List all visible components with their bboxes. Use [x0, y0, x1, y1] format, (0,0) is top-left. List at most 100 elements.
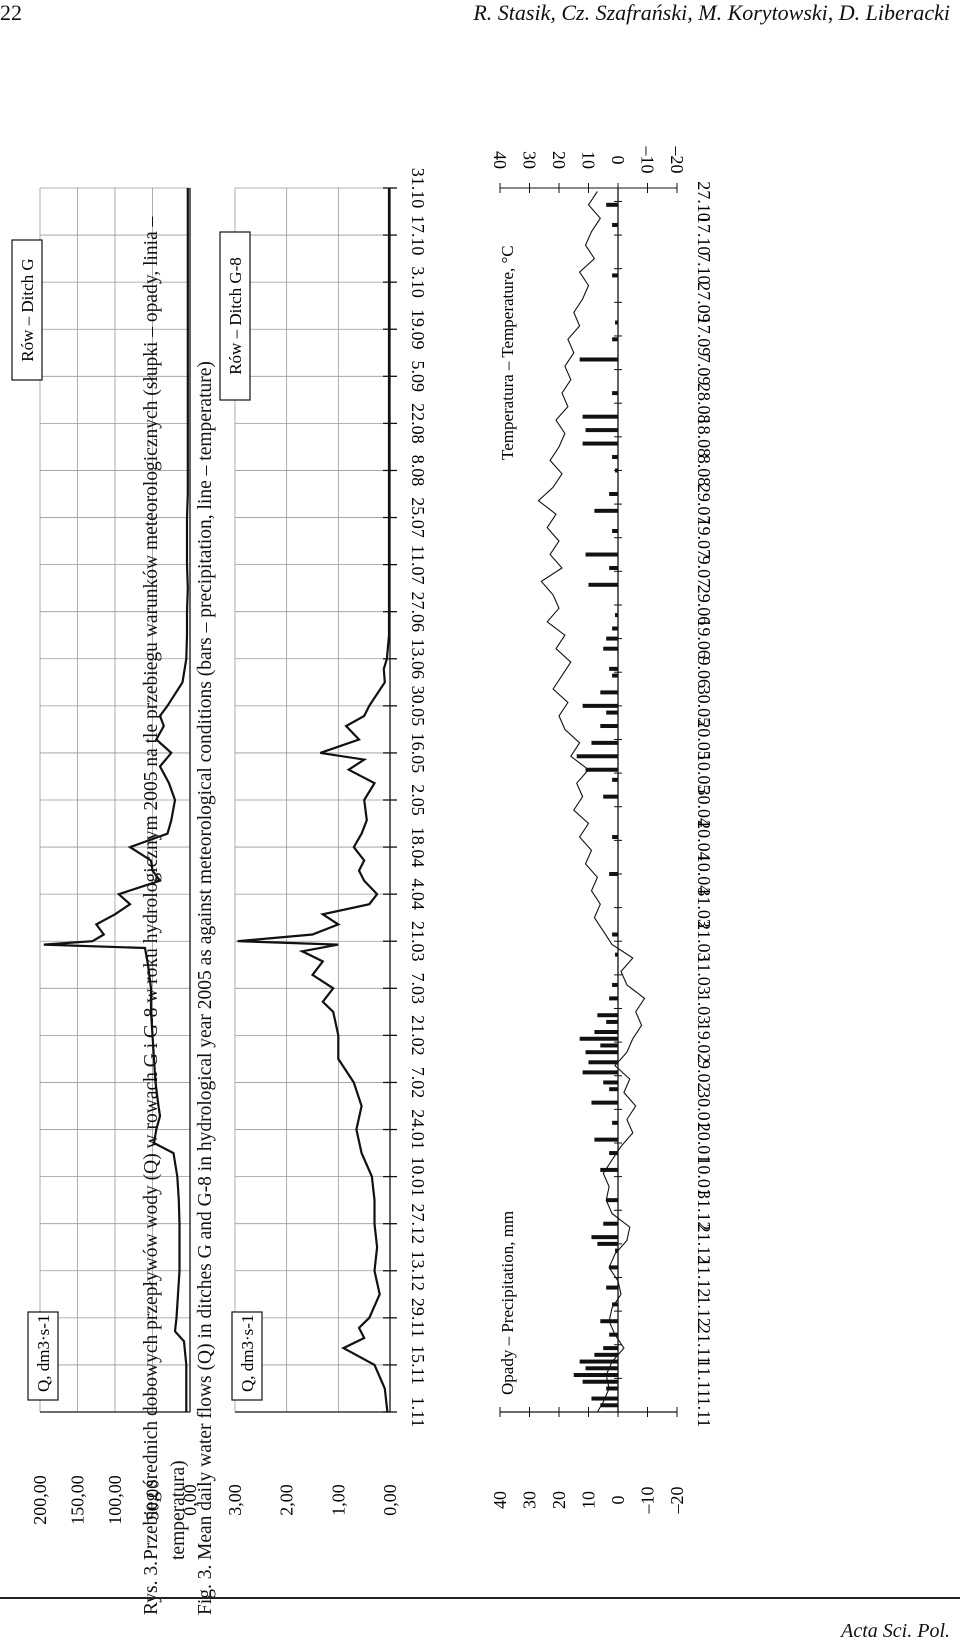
x-tick-label: 21.02 [408, 1015, 428, 1056]
precipitation-bar [615, 1248, 618, 1253]
precipitation-bar [606, 1285, 618, 1290]
precipitation-bar [612, 834, 618, 839]
x-tick-label: 11.03 [694, 955, 714, 995]
y-tick-label-right: 30 [520, 151, 540, 169]
y-tick-label-left: –20 [667, 1487, 687, 1515]
x-tick-label: 31.03 [694, 887, 714, 928]
precipitation-bar [603, 1346, 618, 1351]
x-tick-label: 1.03 [694, 993, 714, 1025]
precipitation-bar [579, 1036, 618, 1041]
precipitation-bar [606, 636, 618, 641]
precipitation-bar [609, 871, 618, 876]
y-tick-label-left: 0 [608, 1496, 628, 1505]
x-tick-label: 7.03 [408, 973, 428, 1005]
x-tick-label: 30.05 [694, 686, 714, 727]
x-tick-label: 9.02 [694, 1060, 714, 1092]
x-tick-label: 10.01 [408, 1156, 428, 1197]
x-tick-label: 21.03 [694, 921, 714, 962]
y-tick-label-left: 30 [520, 1491, 540, 1509]
precipitation-bar [591, 1100, 618, 1105]
precipitation-bar [615, 320, 618, 325]
x-tick-label: 7.02 [408, 1067, 428, 1099]
x-tick-label: 7.10 [694, 253, 714, 285]
x-tick-label: 11.11 [694, 1359, 714, 1398]
x-tick-label: 3.10 [408, 266, 428, 298]
precipitation-bar [591, 1235, 618, 1240]
chart-ditch-g8: 0,00 1,00 2,00 3,00 1.11 15.11 29.11 13.12 27.1… [219, 168, 428, 1516]
precipitation-bar [579, 357, 618, 362]
precipitation-bar [591, 740, 618, 745]
y-tick-label-right: 0 [608, 156, 628, 165]
precipitation-bar [609, 666, 618, 671]
precipitation-bar [609, 1332, 618, 1337]
x-tick-label: 17.10 [694, 215, 714, 256]
precipitation-bar [612, 337, 618, 342]
caption-en: Fig. 3. Mean daily water flows (Q) in di… [192, 115, 219, 1615]
x-tick-label: 27.12 [408, 1203, 428, 1244]
x-tick-label: 16.05 [408, 733, 428, 774]
ylabel-ditch-g8: Q, dm3·s-1 [238, 1315, 257, 1392]
y-tick-label-right: 20 [549, 151, 569, 169]
precipitation-bar [594, 1030, 618, 1035]
x-tick-label: 27.10 [694, 181, 714, 222]
precipitation-bar [600, 1167, 618, 1172]
x-tick-label: 27.09 [694, 282, 714, 323]
precipitation-bar [609, 1087, 618, 1092]
y-tick-label: 0,00 [380, 1484, 400, 1516]
series-line-ditch-g [43, 188, 189, 1412]
x-tick-label: 15.11 [408, 1345, 428, 1385]
precipitation-bar [588, 1060, 618, 1065]
precipitation-bar [582, 1379, 618, 1384]
x-tick-label: 1.12 [694, 1295, 714, 1327]
precipitation-bar [612, 982, 618, 987]
y-tick-label: 3,00 [225, 1484, 245, 1516]
y-tick-label-right: –10 [638, 146, 658, 174]
precipitation-bar [585, 767, 618, 772]
x-tick-label: 24.01 [408, 1109, 428, 1150]
precipitation-bar [585, 428, 618, 433]
journal-footer: Acta Sci. Pol. [841, 1620, 950, 1642]
precipitation-bar [597, 1013, 618, 1018]
title-ditch-g: Rów – Ditch G [18, 258, 37, 361]
x-tick-label: 1.11 [408, 1397, 428, 1428]
y-tick-label: 1,00 [328, 1484, 348, 1516]
x-tick-label: 11.12 [694, 1258, 714, 1298]
x-tick-label: 20.04 [694, 820, 714, 861]
x-tick-label: 19.02 [694, 1022, 714, 1063]
figure-caption: Rys. 3. Przebieg średnich dobowych przep… [138, 115, 219, 1615]
caption-en-text: Mean daily water flows (Q) in ditches G … [195, 361, 216, 1560]
x-tick-label: 10.05 [694, 753, 714, 794]
chart-ditch-g: 0,00 50,00 100,00 150,00 200,00 Q, dm3·s-1 R… [11, 187, 200, 1525]
precipitation-bar [612, 528, 618, 533]
x-tick-label: 1.11 [694, 1397, 714, 1428]
x-tick-label: 17.10 [408, 215, 428, 256]
caption-pl: Rys. 3. Przebieg średnich dobowych przep… [138, 115, 192, 1615]
y-tick-label: 100,00 [105, 1475, 125, 1525]
x-tick-label: 22.08 [408, 403, 428, 444]
y-tick-label-left: 20 [549, 1491, 569, 1509]
x-tick-label: 9.07 [694, 556, 714, 588]
y-tick-label: 200,00 [30, 1475, 50, 1525]
precipitation-bar [600, 724, 618, 729]
ylabel-box-ditch-g [27, 1311, 59, 1401]
footer-rule [0, 1597, 960, 1599]
precipitation-bar [609, 1151, 618, 1156]
x-tick-label: 8.08 [694, 455, 714, 487]
x-tick-label: 17.09 [694, 316, 714, 357]
precipitation-bar [612, 222, 618, 227]
x-tick-label: 9.06 [694, 656, 714, 688]
precipitation-bar [606, 1019, 618, 1024]
precipitation-bar [606, 710, 618, 715]
precipitation-label: Opady – Precipitation, mm [498, 1211, 517, 1395]
precipitation-bar [594, 1137, 618, 1142]
precipitation-bar [597, 1241, 618, 1246]
x-tick-label: 21.12 [694, 1224, 714, 1265]
precipitation-bar [582, 414, 618, 419]
temperature-label: Temperatura – Temperature, °C [498, 245, 517, 460]
x-tick-label: 13.06 [408, 639, 428, 680]
precipitation-bar [609, 492, 618, 496]
title-box-ditch-g [11, 239, 43, 381]
precipitation-bar [612, 932, 618, 937]
x-tick-label: 29.07 [694, 484, 714, 524]
y-tick-label: 50,00 [143, 1480, 163, 1521]
